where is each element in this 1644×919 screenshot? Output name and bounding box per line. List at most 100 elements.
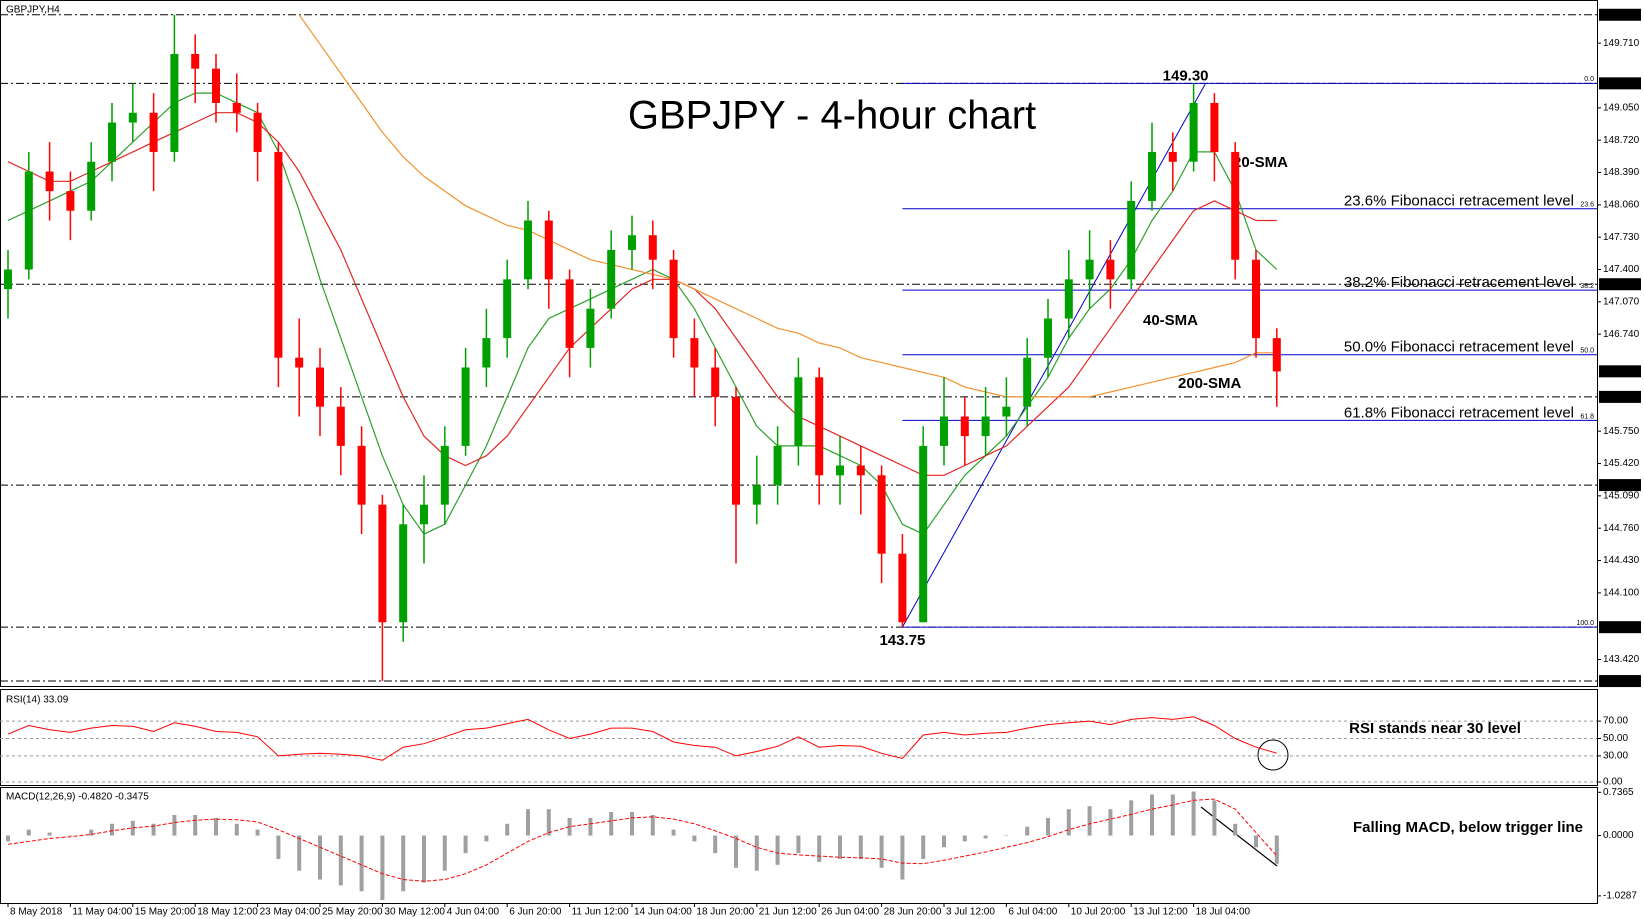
fib-label: 61.8% Fibonacci retracement level [1344,404,1574,421]
macd-bar [796,835,801,854]
level-box [1599,390,1641,403]
macd-bar [1233,823,1238,836]
candle-body [732,396,740,505]
sma-line [7,112,1277,476]
macd-bar [526,809,530,836]
macd-bar [255,829,260,836]
y-tick-label: 50.00 [1603,733,1628,744]
macd-signal [7,798,1278,882]
candle-body [128,112,137,123]
y-tick-label: 148.390 [1603,167,1640,178]
candle-body [399,524,408,623]
candle-body [1023,357,1032,407]
macd-bar [151,823,156,836]
fib-label: 23.6% Fibonacci retracement level [1344,193,1574,210]
level-box [1599,77,1641,90]
macd-bar [1274,835,1279,864]
symbol: GBPJPY,H4 [6,5,60,16]
candle-body [378,504,387,623]
macd-bar [130,820,135,836]
candle-body [628,235,636,250]
candle-body [87,161,96,211]
chart-title: GBPJPY - 4-hour chart [628,94,1036,138]
candle-body [1210,102,1219,152]
macd-bar [1191,791,1196,836]
y-tick-label: 0.0000 [1603,830,1634,841]
candle-body [919,445,928,623]
rsi-panel [0,689,1598,786]
macd-bar [276,835,281,859]
level-label: 145.200 [1602,480,1639,491]
candle-body [170,53,179,152]
y-tick-label: 0.00 [1603,777,1623,788]
macd-bar [1108,809,1113,836]
y-tick-label: 147.730 [1603,232,1640,243]
candle-body [877,475,886,554]
rsi-annotation: RSI stands near 30 level [1349,720,1521,737]
candle-body [1252,259,1260,339]
candle-body [565,279,574,348]
y-tick-label: 145.090 [1603,491,1640,502]
y-tick-label: 144.430 [1603,555,1640,566]
candle-body [212,68,220,103]
macd-bar [214,817,218,836]
x-tick-label: 26 Jun 04:00 [821,907,879,918]
candle-body [1044,318,1052,358]
x-tick-label: 4 Jun 04:00 [447,907,500,918]
macd-bar [838,835,842,859]
macd-bar [401,835,406,892]
candle-body [940,416,948,446]
candle-body [149,112,158,152]
fib-ratio: 100.0 [1576,620,1594,627]
macd-bar [983,835,988,839]
price-panel [0,0,1598,687]
macd-bar [630,812,634,836]
candle-body [461,367,470,446]
macd-bar [921,835,926,859]
macd-bar [879,835,884,868]
macd-bar [1066,809,1071,836]
fib-ratio: 0.0 [1584,76,1594,83]
y-tick-label: 70.00 [1603,716,1628,727]
sma-label: 40-SMA [1143,312,1198,329]
candle-body [482,338,491,368]
x-tick-label: 18 Jun 20:00 [696,907,754,918]
macd-bar [734,835,738,868]
candle-body [856,465,865,476]
x-tick-label: 21 Jun 12:00 [759,907,817,918]
macd-bar [942,835,946,848]
level-label: 147.250 [1602,279,1639,290]
candle-body [690,338,699,368]
x-tick-label: 30 May 12:00 [384,907,445,918]
x-tick-label: 15 May 20:00 [135,907,196,918]
candle-body [669,259,678,339]
y-tick-label: 148.720 [1603,135,1640,146]
y-tick-label: 145.750 [1603,426,1640,437]
fib-ratio: 61.8 [1580,413,1594,420]
macd-bar [1087,806,1092,836]
candle-body [544,220,553,280]
fib-high-label: 149.30 [1163,67,1209,84]
candle-body [316,367,324,407]
sma-label: 200-SMA [1178,375,1242,392]
y-tick-label: 149.050 [1603,102,1640,113]
macd-bar [26,829,31,836]
macd-bar [962,835,967,842]
candle-body [1127,200,1136,280]
candle-body [45,171,54,192]
candle-body [815,377,824,476]
macd-bar [692,835,697,842]
candle-body [420,504,428,525]
fib-low-label: 143.75 [879,632,925,649]
candle-body [1189,102,1198,162]
candle-body [336,406,345,446]
y-tick-label: 145.420 [1603,458,1640,469]
y-tick-label: 143.420 [1603,654,1640,665]
candle-body [295,357,304,368]
macd-bar [609,812,614,836]
macd-bar [89,829,94,836]
candle-body [586,308,595,348]
candle-body [66,191,75,211]
y-tick-label: 30.00 [1603,751,1628,762]
macd-bar [671,829,676,836]
